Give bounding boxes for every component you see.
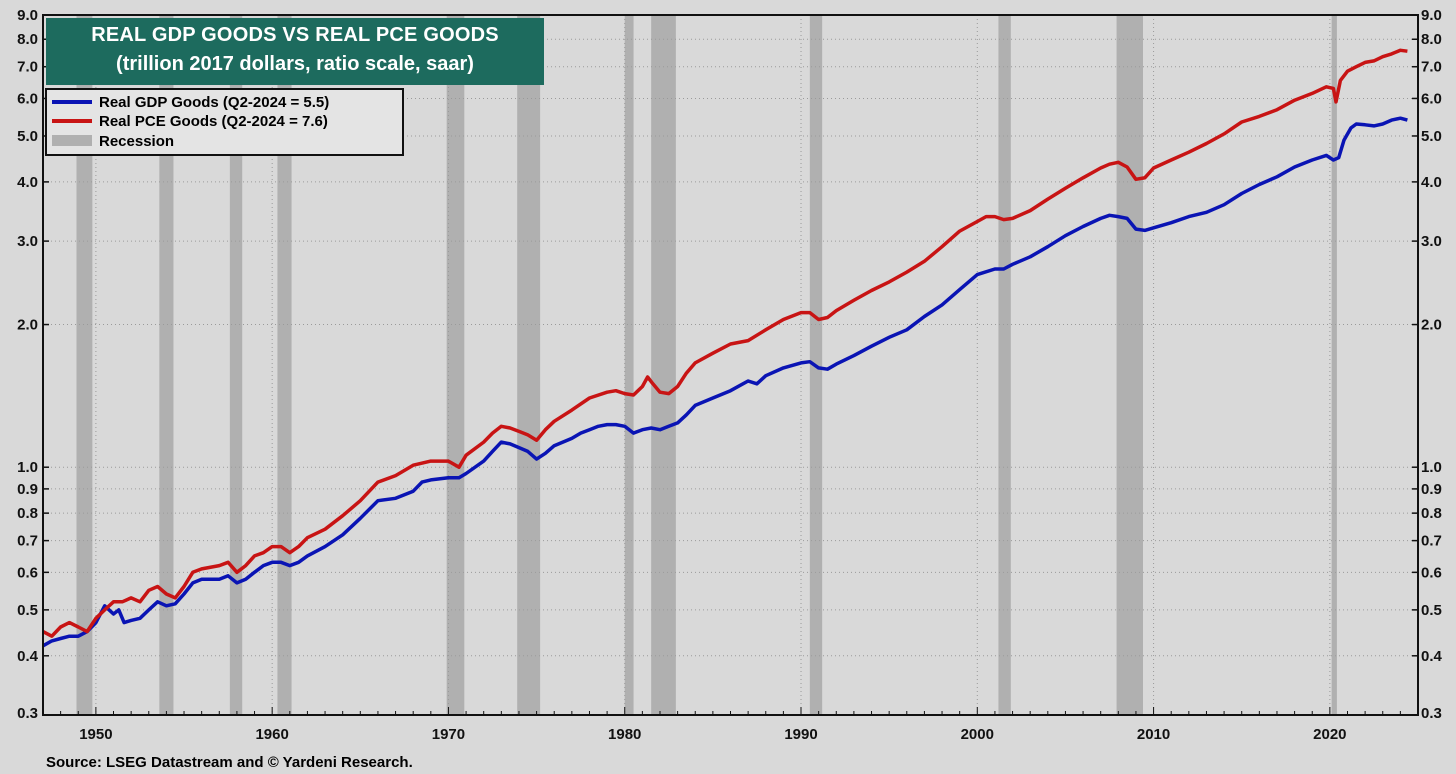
y-axis-left: 0.3 0.4 0.5 0.6 0.7 0.8 0.9 1.0 2.0 3.0 4.0 5.0 6.0 7… — [17, 7, 49, 722]
x-axis: 1950 1960 1970 1980 1990 2000 2010 2020 — [42, 707, 1419, 743]
legend: Real GDP Goods (Q2-2024 = 5.5) Real PCE … — [45, 88, 404, 156]
series-line-real-gdp-goods — [42, 116, 1408, 648]
y-tick-label-left: 7.0 — [17, 59, 38, 76]
y-tick-label-right: 0.6 — [1421, 564, 1442, 581]
source-note: Source: LSEG Datastream and © Yardeni Re… — [46, 754, 413, 771]
legend-label-real-gdp-goods: Real GDP Goods (Q2-2024 = 5.5) — [99, 94, 329, 111]
y-tick-label-right: 0.3 — [1421, 705, 1442, 722]
x-tick-label: 1960 — [255, 726, 288, 743]
legend-swatch-recession — [52, 135, 92, 146]
y-tick-label-left: 0.9 — [17, 481, 38, 498]
y-tick-label-left: 0.5 — [17, 602, 38, 619]
recession-band-9 — [998, 15, 1011, 715]
recession-band-0 — [76, 15, 93, 715]
recession-band-7 — [651, 15, 676, 715]
y-tick-label-left: 2.0 — [17, 317, 38, 334]
legend-label-recession: Recession — [99, 133, 174, 150]
x-tick-label: 2000 — [961, 726, 994, 743]
x-tick-label: 1980 — [608, 726, 641, 743]
y-tick-label-right: 7.0 — [1421, 59, 1442, 76]
y-tick-label-left: 0.3 — [17, 705, 38, 722]
chart-title: REAL GDP GOODS VS REAL PCE GOODS — [91, 24, 499, 46]
y-tick-label-right: 0.8 — [1421, 505, 1442, 522]
x-tick-label: 1970 — [432, 726, 465, 743]
y-tick-label-right: 1.0 — [1421, 459, 1442, 476]
y-tick-label-right: 0.5 — [1421, 602, 1442, 619]
y-tick-label-left: 3.0 — [17, 233, 38, 250]
y-tick-label-right: 0.7 — [1421, 533, 1442, 550]
chart-title-box: REAL GDP GOODS VS REAL PCE GOODS (trilli… — [46, 18, 544, 85]
y-tick-label-right: 3.0 — [1421, 233, 1442, 250]
y-tick-label-right: 6.0 — [1421, 90, 1442, 107]
y-tick-label-right: 8.0 — [1421, 31, 1442, 48]
series-line-real-pce-goods — [42, 48, 1408, 638]
y-tick-label-right: 4.0 — [1421, 174, 1442, 191]
legend-label-real-pce-goods: Real PCE Goods (Q2-2024 = 7.6) — [99, 113, 328, 130]
chart-subtitle: (trillion 2017 dollars, ratio scale, saa… — [116, 53, 474, 75]
y-tick-label-left: 1.0 — [17, 459, 38, 476]
x-tick-label: 2020 — [1313, 726, 1346, 743]
recession-band-10 — [1116, 15, 1143, 715]
recession-band-4 — [446, 15, 465, 715]
recession-band-6 — [624, 15, 634, 715]
x-tick-label: 1950 — [79, 726, 112, 743]
legend-box — [45, 88, 404, 156]
y-tick-label-left: 5.0 — [17, 128, 38, 145]
y-tick-label-right: 5.0 — [1421, 128, 1442, 145]
x-tick-label: 2010 — [1137, 726, 1170, 743]
y-tick-label-right: 0.4 — [1421, 648, 1443, 665]
recession-band-1 — [159, 15, 174, 715]
y-tick-label-left: 6.0 — [17, 90, 38, 107]
y-tick-label-right: 2.0 — [1421, 317, 1442, 334]
recession-band-5 — [517, 15, 541, 715]
y-tick-label-right: 0.9 — [1421, 481, 1442, 498]
y-tick-label-left: 0.4 — [17, 648, 39, 665]
series-lines — [42, 48, 1408, 648]
recession-band-11 — [1331, 15, 1337, 715]
y-tick-label-left: 4.0 — [17, 174, 38, 191]
y-tick-label-left: 9.0 — [17, 7, 38, 24]
x-tick-label: 1990 — [784, 726, 817, 743]
y-tick-label-right: 9.0 — [1421, 7, 1442, 24]
recession-band-3 — [277, 15, 292, 715]
recession-band-2 — [229, 15, 243, 715]
y-tick-label-left: 0.7 — [17, 533, 38, 550]
y-axis-right: 0.3 0.4 0.5 0.6 0.7 0.8 0.9 1.0 2.0 3.0 4.0 5.0 6.0 7… — [1412, 7, 1443, 722]
y-tick-label-left: 0.8 — [17, 505, 38, 522]
y-tick-label-left: 0.6 — [17, 564, 38, 581]
y-tick-label-left: 8.0 — [17, 31, 38, 48]
